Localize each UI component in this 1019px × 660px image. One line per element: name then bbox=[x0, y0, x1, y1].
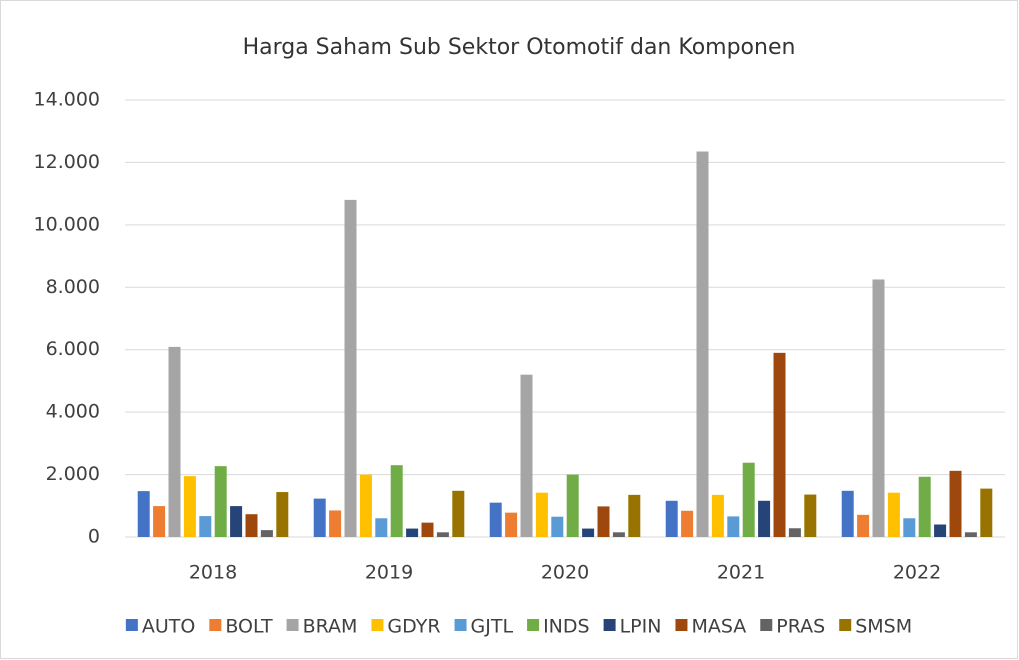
bar bbox=[597, 506, 610, 537]
bar bbox=[758, 500, 771, 537]
bar bbox=[183, 476, 196, 537]
bar bbox=[375, 518, 388, 537]
legend-label: GDYR bbox=[387, 616, 440, 638]
x-tick-label: 2019 bbox=[365, 562, 413, 584]
bar bbox=[857, 514, 870, 537]
legend-swatch bbox=[760, 619, 773, 631]
legend-swatch bbox=[209, 619, 222, 631]
legend-label: BRAM bbox=[303, 616, 358, 638]
bar bbox=[168, 346, 181, 537]
legend-swatch bbox=[286, 619, 299, 631]
bar bbox=[841, 490, 854, 537]
bar bbox=[276, 492, 289, 537]
legend-swatch bbox=[839, 619, 852, 631]
bar bbox=[711, 494, 724, 537]
bar bbox=[329, 510, 342, 537]
bar bbox=[804, 494, 817, 537]
bar bbox=[390, 465, 403, 537]
legend-swatch bbox=[454, 619, 467, 631]
x-tick-label: 2020 bbox=[541, 562, 589, 584]
y-tick-label: 0 bbox=[88, 526, 100, 548]
y-tick-label: 4.000 bbox=[46, 401, 100, 423]
y-tick-label: 12.000 bbox=[34, 151, 100, 173]
bar bbox=[230, 506, 243, 537]
bar bbox=[582, 528, 595, 537]
bar bbox=[137, 491, 150, 537]
bar bbox=[344, 199, 357, 537]
legend-label: AUTO bbox=[142, 616, 195, 638]
bar bbox=[696, 151, 709, 537]
bar bbox=[489, 502, 502, 537]
bar bbox=[566, 474, 579, 537]
bar bbox=[452, 490, 465, 537]
bar bbox=[421, 522, 434, 537]
legend-label: LPIN bbox=[620, 616, 662, 638]
bar bbox=[406, 528, 419, 537]
chart-title: Harga Saham Sub Sektor Otomotif dan Komp… bbox=[243, 35, 796, 60]
x-tick-label: 2022 bbox=[893, 562, 941, 584]
bar bbox=[505, 512, 518, 537]
y-tick-label: 8.000 bbox=[46, 276, 100, 298]
x-tick-label: 2021 bbox=[717, 562, 765, 584]
bar bbox=[436, 532, 449, 537]
bar bbox=[949, 470, 962, 537]
bar bbox=[359, 474, 372, 537]
bar bbox=[681, 510, 694, 537]
bar bbox=[727, 516, 740, 537]
bar bbox=[980, 488, 993, 537]
y-tick-label: 2.000 bbox=[46, 463, 100, 485]
bar bbox=[788, 528, 801, 537]
bar bbox=[612, 532, 625, 537]
legend-swatch bbox=[527, 619, 540, 631]
legend-swatch bbox=[675, 619, 688, 631]
bar bbox=[918, 476, 931, 537]
bar bbox=[872, 279, 885, 537]
bar bbox=[964, 532, 977, 537]
bar bbox=[742, 462, 755, 537]
bar bbox=[887, 492, 900, 537]
bar bbox=[520, 374, 533, 537]
legend-swatch bbox=[603, 619, 616, 631]
legend-label: MASA bbox=[691, 616, 746, 638]
y-tick-label: 10.000 bbox=[34, 213, 100, 235]
legend-label: SMSM bbox=[855, 616, 912, 638]
legend-label: GJTL bbox=[471, 616, 514, 638]
legend-label: PRAS bbox=[776, 616, 825, 638]
bar bbox=[260, 530, 273, 537]
bar bbox=[551, 516, 564, 537]
legend-swatch bbox=[125, 619, 138, 631]
bar bbox=[903, 518, 916, 537]
bar bbox=[665, 500, 678, 537]
bar bbox=[214, 466, 227, 537]
bar bbox=[628, 494, 641, 537]
x-tick-label: 2018 bbox=[189, 562, 237, 584]
legend-label: INDS bbox=[543, 616, 590, 638]
legend-label: BOLT bbox=[225, 616, 273, 638]
bar bbox=[199, 516, 212, 537]
y-tick-label: 6.000 bbox=[46, 338, 100, 360]
y-tick-label: 14.000 bbox=[34, 89, 100, 111]
bar bbox=[245, 514, 258, 537]
bar bbox=[934, 524, 947, 537]
bar bbox=[153, 506, 166, 537]
bar bbox=[773, 352, 786, 537]
bar bbox=[535, 492, 548, 537]
bar bbox=[313, 498, 326, 537]
legend-swatch bbox=[371, 619, 384, 631]
